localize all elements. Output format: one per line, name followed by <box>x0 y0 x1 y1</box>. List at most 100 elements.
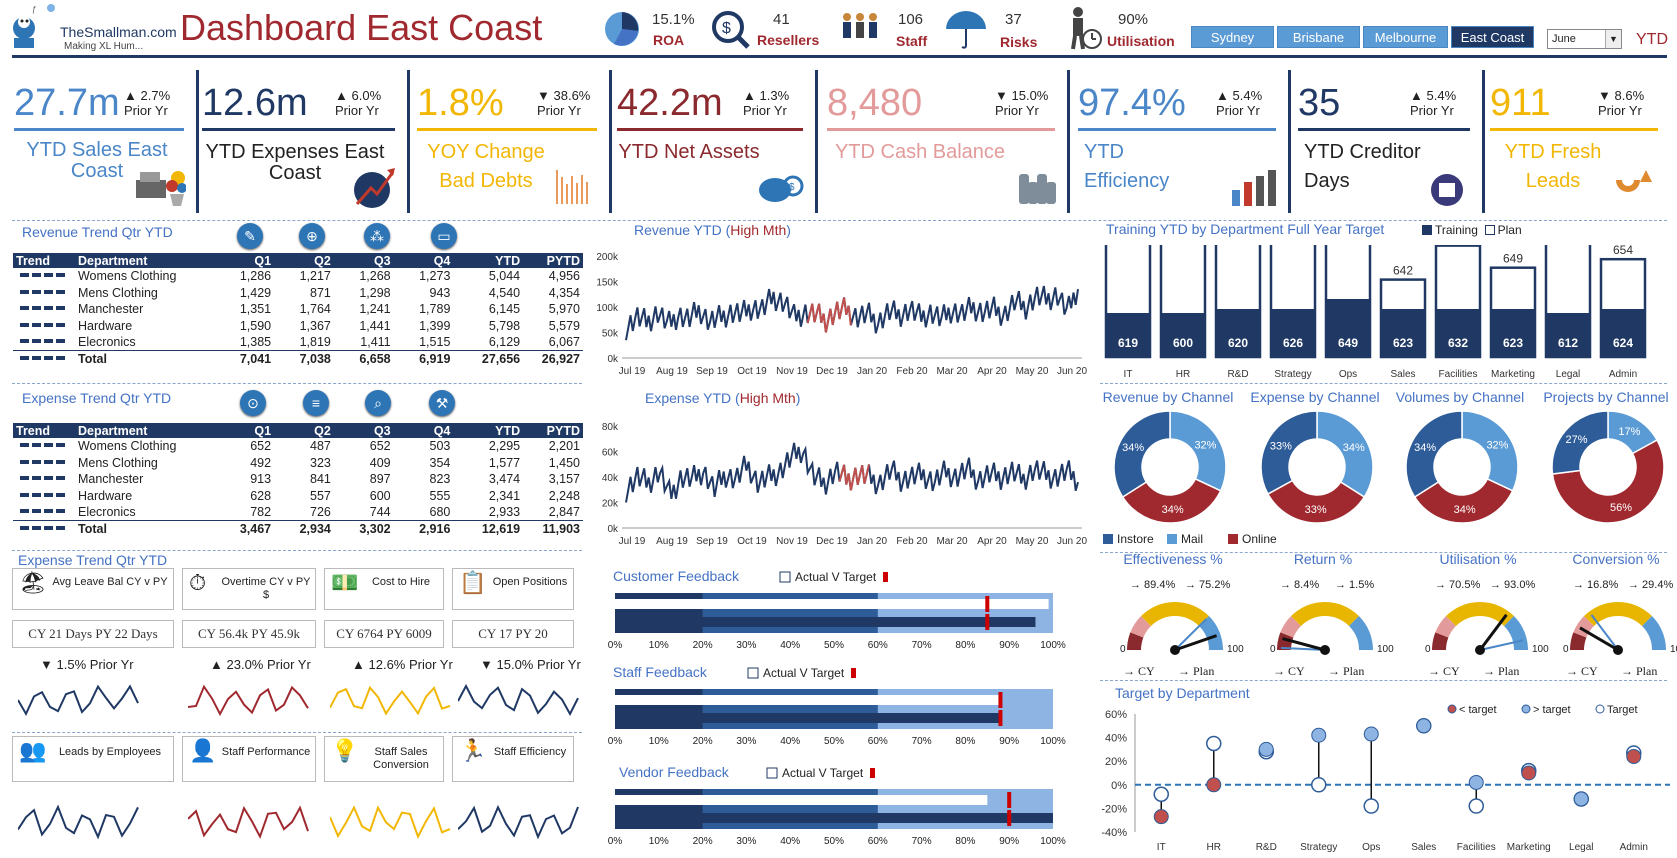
kpi-card: 8,480 ▼ 15.0% Prior Yr YTD Cash Balance <box>825 70 1065 215</box>
table-header: Q3 <box>333 253 394 268</box>
tile-py: PY 22 Days <box>95 626 158 641</box>
kpi-arrow: ▲ <box>335 88 348 103</box>
staff-tile[interactable]: 👥 Leads by Employees <box>12 736 174 782</box>
table-header: Q2 <box>274 423 334 438</box>
tile-label: Cost to Hire <box>371 576 431 588</box>
x-tick-label: 100% <box>1040 640 1066 651</box>
month-select[interactable]: June ▼ <box>1547 29 1622 49</box>
table-row: Manchester 1,351 1,764 1,241 1,789 6,145 5,970 <box>13 301 583 318</box>
table-cell: 5,579 <box>548 318 580 333</box>
table-cell: 2,201 <box>548 439 580 454</box>
staff-tile[interactable]: 🏃 Staff Efficiency <box>452 736 574 782</box>
chevron-down-icon[interactable]: ▼ <box>1605 30 1621 48</box>
target-icon[interactable]: ⊙ <box>240 390 266 416</box>
y-tick-label: 20k <box>602 499 619 510</box>
pencil-icon[interactable]: ✎ <box>237 223 263 249</box>
kpi-arrow: ▼ <box>995 88 1008 103</box>
table-cell: 6,129 <box>488 335 521 349</box>
table-cell: 628 <box>250 488 272 503</box>
trend-bar <box>56 339 65 343</box>
legend-swatch-plan <box>1484 225 1495 235</box>
actual-point <box>1521 765 1537 781</box>
gauge-hub <box>1475 645 1485 655</box>
legend-target-marker <box>883 572 888 582</box>
wrench-icon[interactable]: ⚒ <box>429 390 455 416</box>
sparkline <box>188 684 309 717</box>
feedback-legend: Actual V Target <box>763 666 845 680</box>
table-cell: 4,354 <box>548 285 580 300</box>
x-tick-label: Nov 19 <box>776 366 808 377</box>
tile-label: Staff Sales Conversion <box>373 746 429 771</box>
tile-cy: CY 17 <box>478 626 513 641</box>
table-cell: 1,298 <box>359 285 391 300</box>
kpi-card: 1.8% ▼ 38.6% Prior Yr YOY Change Bad Debts <box>415 70 607 215</box>
legend-label: < target <box>1459 704 1497 716</box>
tile-label: Overtime CY v PY $ <box>221 576 311 601</box>
staff-tile[interactable]: 💡 Staff Sales Conversion <box>324 736 444 782</box>
category-label: Marketing <box>1507 842 1551 853</box>
monitor-icon[interactable]: ▭ <box>431 223 457 249</box>
gauge-band <box>1277 632 1294 650</box>
region-button-sydney[interactable]: Sydney <box>1191 26 1274 48</box>
expense-tile[interactable]: 📋 Open Positions <box>452 568 574 610</box>
expense-tile[interactable]: 💵 Cost to Hire <box>324 568 444 610</box>
gauge-band <box>1291 602 1359 626</box>
trend-bar <box>56 306 65 311</box>
table-header: Trend <box>13 253 75 268</box>
efficiency-icon: 🏃 <box>459 738 487 763</box>
tile-py: PY 20 <box>515 626 548 641</box>
gauge-title: Conversion % <box>1572 552 1659 567</box>
gauge-band <box>1141 602 1209 626</box>
table-cell: 3,302 <box>333 520 394 537</box>
region-button-brisbane[interactable]: Brisbane <box>1277 26 1360 48</box>
table-cell: Mens Clothing <box>77 285 158 300</box>
kpi-card: 27.7m ▲ 2.7% Prior Yr YTD Sales East Coast <box>12 70 194 215</box>
search-icon[interactable]: ⌕ <box>365 390 391 416</box>
expense-tile[interactable]: ⏱ Overtime CY v PY $ <box>182 568 316 610</box>
trend-bar <box>32 273 41 278</box>
kpi-divider <box>407 70 410 213</box>
logo-brand: TheSmallman.com <box>60 24 177 40</box>
region-button-east-coast[interactable]: East Coast <box>1451 26 1534 48</box>
table-cell: 1,217 <box>299 269 331 284</box>
region-button-melbourne[interactable]: Melbourne <box>1363 26 1448 48</box>
table-cell: 3,474 <box>488 472 521 487</box>
table-row: Hardware 628 557 600 555 2,341 2,248 <box>13 488 583 505</box>
sparkline-line <box>330 805 451 840</box>
target-point <box>1468 798 1484 814</box>
category-label: Legal <box>1569 842 1593 853</box>
kpi-label: YTD Cash Balance <box>834 141 1006 163</box>
x-tick-label: Nov 19 <box>776 536 808 547</box>
training-value-label: 600 <box>1173 336 1193 350</box>
stat-staff-label: Staff <box>896 33 928 49</box>
gauge-max-label: 100 <box>1227 644 1244 655</box>
gauge-min-label: 0 <box>1270 644 1276 655</box>
category-label: R&D <box>1256 842 1277 853</box>
growth-people-icon <box>1232 170 1276 206</box>
expense-tile[interactable]: 🏖 Avg Leave Bal CY v PY <box>12 568 174 610</box>
staff-tile[interactable]: 👤 Staff Performance <box>182 736 316 782</box>
gauge-title: Effectiveness % <box>1123 552 1222 567</box>
actual-point <box>1153 809 1169 825</box>
feedback-title: Customer Feedback <box>613 568 740 584</box>
table-cell: 1,515 <box>419 335 451 349</box>
kpi-underline <box>827 128 1055 131</box>
chart-icon[interactable]: ≡ <box>303 390 329 416</box>
gauges: Effectiveness % → 89.4% → 75.2% 0 100 → CY → P… <box>1120 552 1677 678</box>
gauge-needle <box>1590 614 1619 651</box>
gauge-legend-cy: → CY <box>1123 664 1155 678</box>
trend-sparkbars <box>13 334 75 351</box>
header-divider <box>12 55 1667 58</box>
kpi-underline <box>1490 128 1658 131</box>
trend-bar <box>20 322 29 327</box>
table-header: YTD <box>453 423 524 438</box>
zoom-icon[interactable]: ⊕ <box>299 223 325 249</box>
table-cell: 1,399 <box>419 318 451 333</box>
network-icon[interactable]: ⁂ <box>364 223 390 249</box>
training-bar <box>1326 299 1370 357</box>
feedback-legend: Actual V Target <box>795 570 877 584</box>
y-tick-label: 0k <box>607 354 619 365</box>
legend-checkbox <box>747 667 759 679</box>
training-value-label: 623 <box>1393 336 1413 350</box>
